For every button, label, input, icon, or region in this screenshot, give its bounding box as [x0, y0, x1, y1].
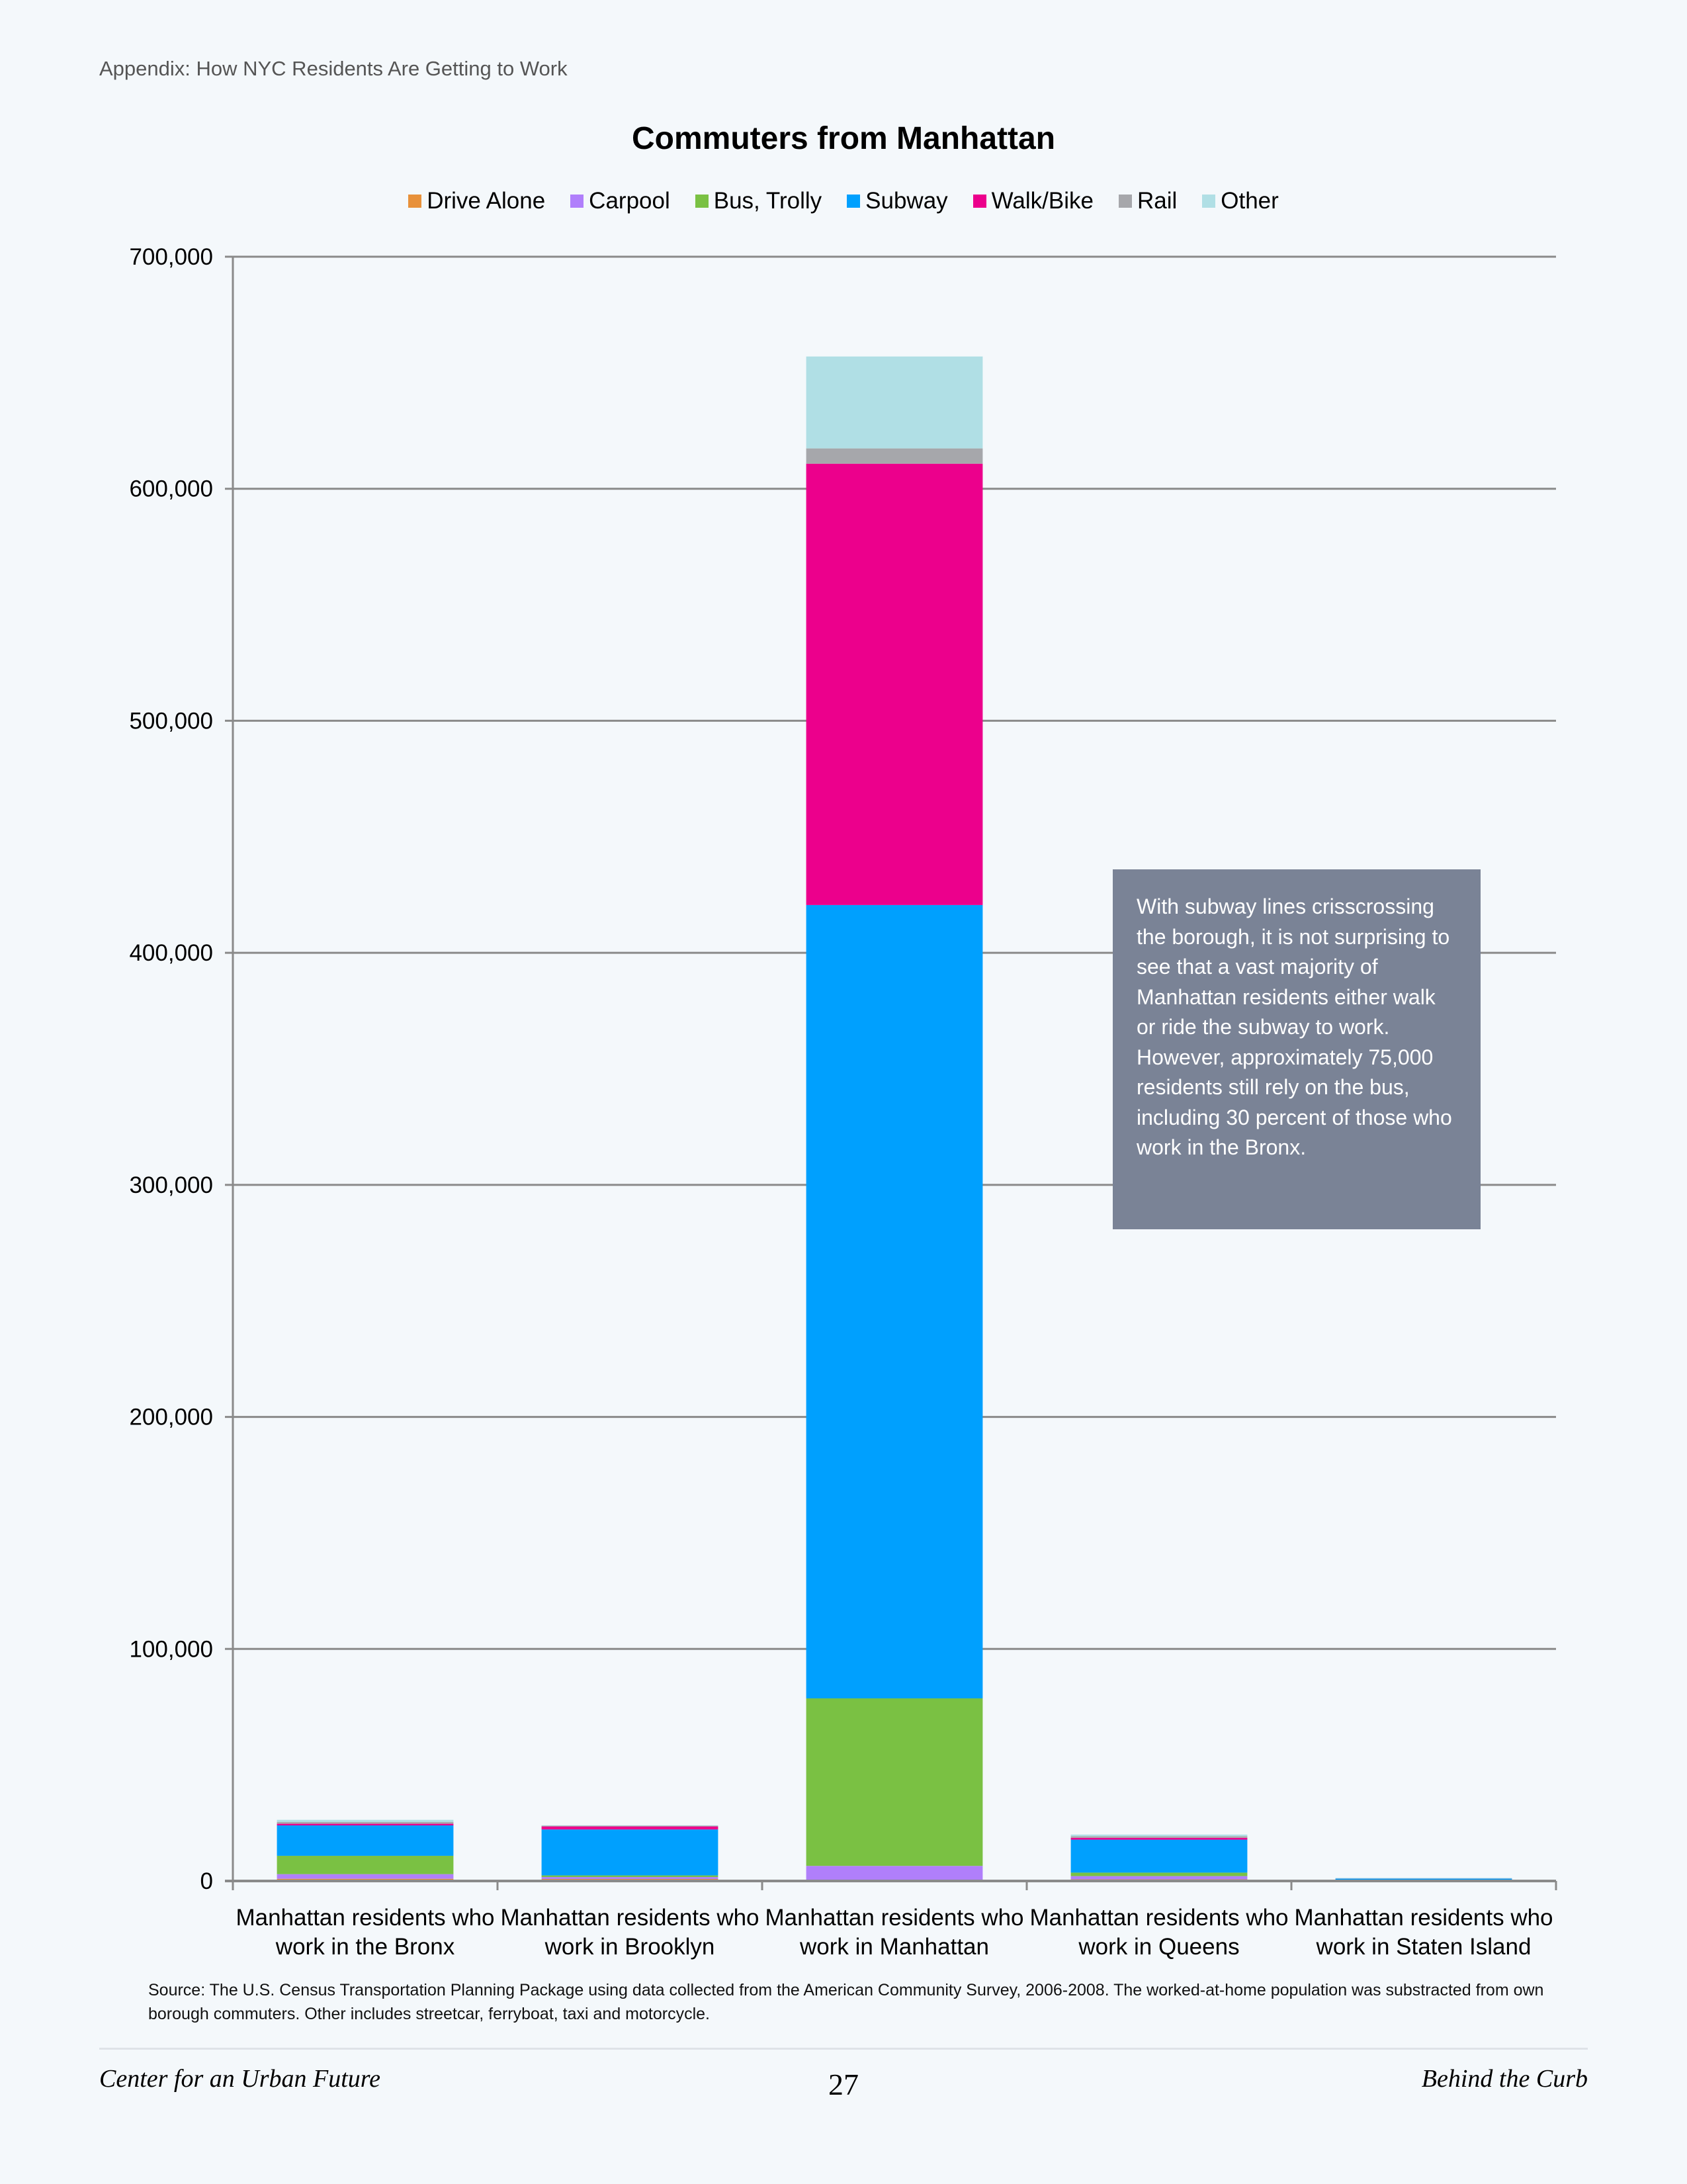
footer-divider [99, 2048, 1588, 2050]
bar-segment-carpool [1070, 1876, 1248, 1880]
legend-item: Rail [1118, 188, 1178, 214]
y-tick-label: 300,000 [129, 1172, 213, 1198]
bar-segment-carpool [806, 1866, 983, 1880]
bar-segment-carpool [277, 1874, 454, 1879]
bar-segment-other [541, 1825, 718, 1826]
x-tick-label: Manhattan residents who [1294, 1905, 1553, 1931]
x-tick-label: work in Manhattan [799, 1934, 989, 1960]
legend-swatch [973, 195, 986, 208]
x-tick-label: work in Brooklyn [544, 1934, 715, 1960]
legend-label: Walk/Bike [991, 188, 1094, 214]
legend-label: Subway [865, 188, 948, 214]
bar-segment-rail [277, 1821, 454, 1824]
bar-segment-subway [1070, 1839, 1248, 1873]
legend-label: Other [1221, 188, 1279, 214]
x-tick-label: Manhattan residents who [1029, 1905, 1288, 1931]
bar-segment-walk-bike [806, 463, 983, 905]
y-tick-label: 500,000 [129, 708, 213, 734]
x-tick-label: Manhattan residents who [236, 1905, 494, 1931]
x-tick-label: Manhattan residents who [500, 1905, 759, 1931]
bar-segment-bus-trolly [806, 1698, 983, 1866]
bar-segment-other [277, 1819, 454, 1822]
x-tick-label: work in Queens [1078, 1934, 1239, 1960]
y-tick-label: 400,000 [129, 940, 213, 966]
legend-item: Bus, Trolly [695, 188, 822, 214]
legend-item: Subway [847, 188, 948, 214]
bar-segment-subway [277, 1825, 454, 1856]
stacked-bar-chart: 0 100,000 200,000 300,000 400,000 500,000 600,… [129, 244, 1557, 1960]
page-number: 27 [828, 2068, 859, 2101]
y-tick-label: 100,000 [129, 1636, 213, 1662]
bar-segment-other [1070, 1834, 1248, 1837]
x-tick-label: work in the Bronx [275, 1934, 455, 1960]
legend-swatch [1202, 195, 1216, 208]
legend-item: Walk/Bike [973, 188, 1094, 214]
y-tick-label: 600,000 [129, 476, 213, 502]
bar-segment-bus-trolly [541, 1875, 718, 1878]
x-tick-label: Manhattan residents who [765, 1905, 1023, 1931]
legend-swatch [695, 195, 709, 208]
chart-title: Commuters from Manhattan [631, 121, 1056, 156]
bar-segment-carpool [541, 1877, 718, 1880]
legend-swatch [1118, 195, 1132, 208]
bar-segment-walk-bike [1070, 1837, 1248, 1840]
annotation-box: With subway lines crisscrossing the boro… [1113, 869, 1481, 1229]
bar-segment-bus-trolly [1070, 1872, 1248, 1876]
legend-swatch [570, 195, 584, 208]
bar-segment-walk-bike [277, 1823, 454, 1826]
y-tick-label: 200,000 [129, 1405, 213, 1430]
legend-swatch [847, 195, 861, 208]
legend-label: Carpool [589, 188, 670, 214]
chart-legend: Drive Alone Carpool Bus, Trolly Subway Walk/… [0, 188, 1687, 214]
bar-segment-subway [806, 904, 983, 1698]
y-tick-label: 0 [200, 1868, 213, 1894]
bar-segment-rail [806, 448, 983, 464]
bar-segment-other [806, 356, 983, 449]
bar-segment-bus-trolly [277, 1855, 454, 1874]
footer-report-title: Behind the Curb [1421, 2065, 1588, 2093]
legend-item: Drive Alone [408, 188, 545, 214]
legend-label: Bus, Trolly [713, 188, 822, 214]
bar-segment-subway [1335, 1878, 1512, 1880]
bar-segment-walk-bike [541, 1826, 718, 1830]
legend-label: Rail [1137, 188, 1178, 214]
legend-label: Drive Alone [427, 188, 546, 214]
bar-segment-rail [1070, 1836, 1248, 1838]
source-note: Source: The U.S. Census Transportation P… [148, 1981, 1544, 2023]
bar-segment-subway [541, 1829, 718, 1876]
bar-segment-rail [541, 1825, 718, 1827]
legend-item: Other [1202, 188, 1279, 214]
x-tick-label: work in Staten Island [1316, 1934, 1532, 1960]
legend-swatch [408, 195, 422, 208]
y-tick-label: 700,000 [129, 244, 213, 270]
footer-organization: Center for an Urban Future [99, 2065, 381, 2093]
page-header: Appendix: How NYC Residents Are Getting … [99, 57, 568, 80]
legend-item: Carpool [570, 188, 670, 214]
